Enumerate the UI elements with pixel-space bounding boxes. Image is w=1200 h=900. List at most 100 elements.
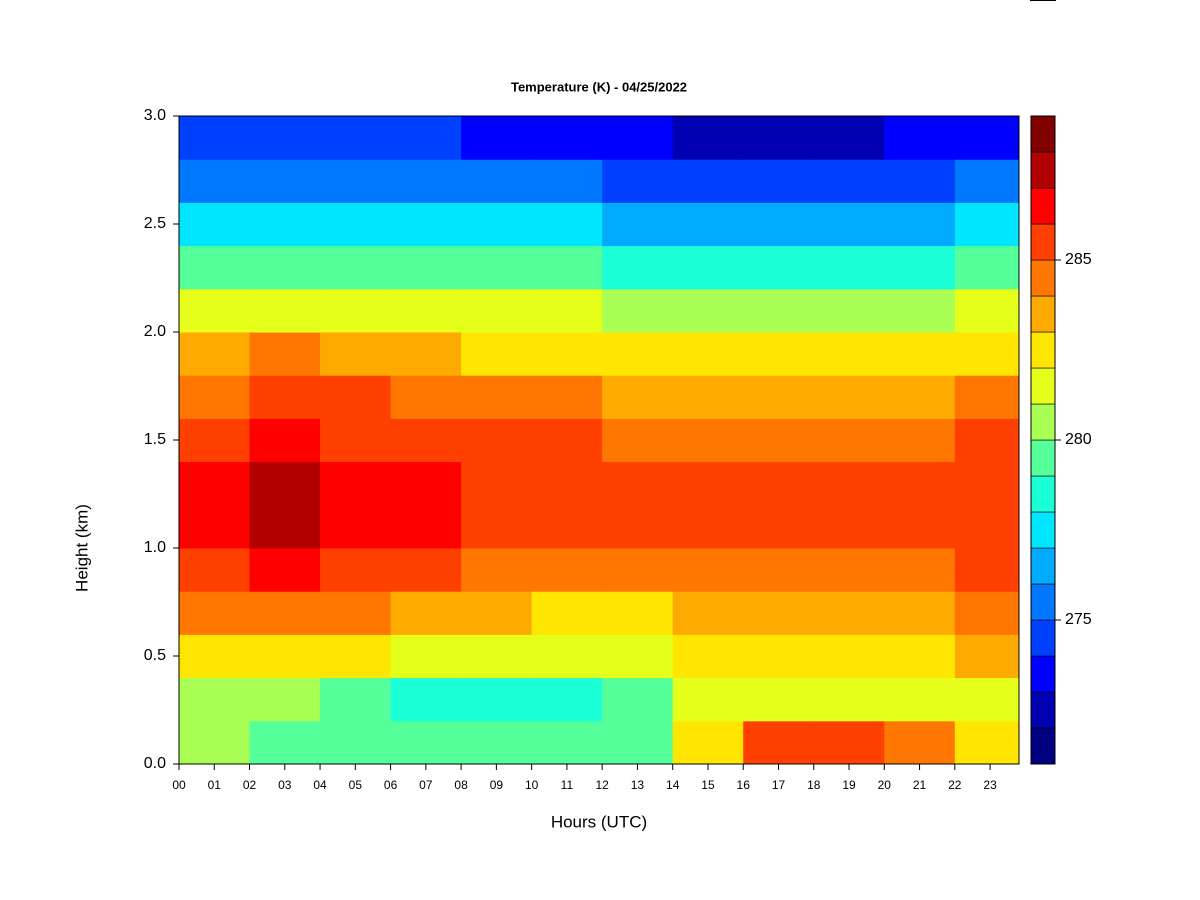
heatmap-cell — [813, 548, 885, 592]
heatmap-cell — [672, 202, 744, 247]
x-tick-label: 13 — [631, 778, 645, 792]
heatmap-cell — [179, 677, 251, 722]
heatmap-cell — [390, 375, 462, 419]
heatmap-cell — [743, 245, 815, 290]
y-tick-label: 1.5 — [144, 431, 166, 448]
heatmap-cell — [954, 548, 1019, 592]
heatmap-cell — [249, 677, 321, 722]
heatmap-cell — [249, 245, 321, 290]
colorbar-tick-label: 285 — [1065, 251, 1092, 268]
heatmap-cell — [672, 634, 744, 679]
heatmap-cell — [743, 677, 815, 722]
colorbar-band — [1030, 583, 1056, 621]
heatmap-cell — [179, 461, 251, 506]
heatmap-cell — [390, 159, 462, 203]
heatmap-cell — [461, 159, 533, 203]
colorbar-band — [1030, 259, 1056, 297]
heatmap-cell — [320, 245, 392, 290]
heatmap-cell — [390, 504, 462, 549]
heatmap-cell — [813, 591, 885, 635]
colorbar-band — [1030, 187, 1056, 225]
heatmap-cell — [743, 202, 815, 247]
heatmap-cell — [813, 332, 885, 376]
heatmap-cell — [390, 591, 462, 635]
heatmap-cell — [954, 202, 1019, 247]
heatmap-cell — [249, 332, 321, 376]
heatmap-cell — [249, 288, 321, 333]
x-tick-label: 15 — [701, 778, 715, 792]
heatmap-cell — [884, 202, 956, 247]
heatmap-cell — [531, 461, 603, 506]
heatmap-cell — [249, 548, 321, 592]
x-tick-label: 14 — [666, 778, 680, 792]
heatmap-cell — [320, 634, 392, 679]
colorbar-band — [1030, 331, 1056, 369]
colorbar-band — [1030, 475, 1056, 513]
heatmap-cell — [884, 375, 956, 419]
heatmap-cell — [602, 245, 674, 290]
colorbar-band — [1030, 439, 1056, 477]
heatmap-cell — [743, 634, 815, 679]
heatmap-cell — [320, 461, 392, 506]
heatmap-cell — [461, 591, 533, 635]
heatmap-cell — [813, 202, 885, 247]
colorbar-band — [1030, 115, 1056, 153]
colorbar-tick-label: 275 — [1065, 611, 1092, 628]
heatmap-cell — [531, 245, 603, 290]
heatmap-cell — [602, 677, 674, 722]
heatmap-cell — [249, 116, 321, 160]
heatmap-cell — [743, 375, 815, 419]
x-tick-label: 00 — [172, 778, 186, 792]
heatmap-cell — [320, 159, 392, 203]
heatmap-cell — [884, 159, 956, 203]
heatmap-cell — [602, 591, 674, 635]
heatmap-cell — [249, 375, 321, 419]
y-tick-label: 3.0 — [144, 107, 166, 124]
heatmap-cell — [390, 245, 462, 290]
colorbar-band — [1030, 223, 1056, 261]
heatmap-cell — [813, 634, 885, 679]
colorbar-band — [1030, 151, 1056, 189]
heatmap-cell — [320, 116, 392, 160]
heatmap-cell — [320, 548, 392, 592]
colorbar-band — [1030, 619, 1056, 657]
heatmap-cell — [672, 720, 744, 764]
x-tick-label: 01 — [208, 778, 222, 792]
heatmap-cell — [531, 159, 603, 203]
heatmap-cell — [672, 461, 744, 506]
heatmap-cell — [672, 504, 744, 549]
heatmap-cell — [390, 548, 462, 592]
heatmap-cell — [390, 418, 462, 463]
heatmap — [179, 116, 1019, 764]
heatmap-cell — [531, 591, 603, 635]
y-tick-label: 1.0 — [144, 539, 166, 556]
heatmap-cell — [531, 634, 603, 679]
heatmap-cell — [954, 245, 1019, 290]
heatmap-cell — [320, 677, 392, 722]
heatmap-cell — [461, 202, 533, 247]
heatmap-cell — [743, 548, 815, 592]
heatmap-cell — [672, 677, 744, 722]
heatmap-cell — [954, 418, 1019, 463]
heatmap-cell — [813, 288, 885, 333]
heatmap-cell — [179, 720, 251, 764]
heatmap-cell — [390, 461, 462, 506]
heatmap-cell — [461, 418, 533, 463]
colorbar-band — [1030, 295, 1056, 333]
heatmap-cell — [672, 116, 744, 160]
x-tick-label: 07 — [419, 778, 433, 792]
heatmap-cell — [320, 202, 392, 247]
colorbar-band — [1030, 511, 1056, 549]
heatmap-cell — [743, 418, 815, 463]
heatmap-cell — [813, 375, 885, 419]
x-tick-label: 21 — [913, 778, 927, 792]
heatmap-cell — [884, 720, 956, 764]
heatmap-cell — [954, 375, 1019, 419]
heatmap-cell — [743, 116, 815, 160]
heatmap-cell — [249, 461, 321, 506]
heatmap-cell — [954, 332, 1019, 376]
y-tick-label: 0.5 — [144, 647, 166, 664]
heatmap-cell — [179, 159, 251, 203]
heatmap-cell — [461, 288, 533, 333]
x-tick-label: 22 — [948, 778, 962, 792]
